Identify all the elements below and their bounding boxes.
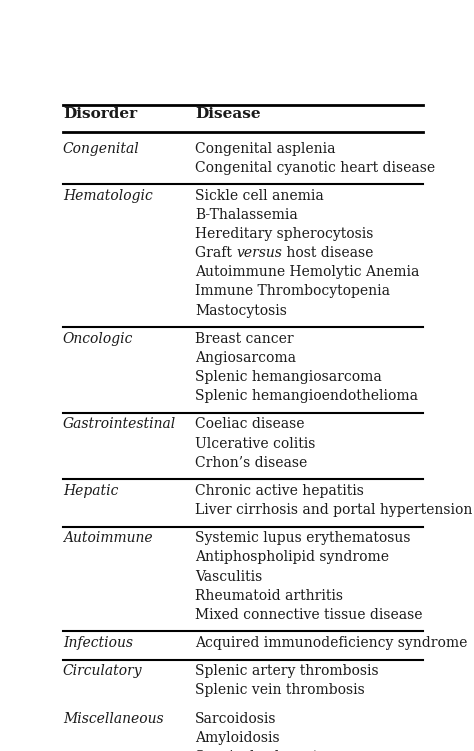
- Text: Amyloidosis: Amyloidosis: [195, 731, 280, 745]
- Text: Angiosarcoma: Angiosarcoma: [195, 351, 296, 365]
- Text: Infectious: Infectious: [63, 636, 133, 650]
- Text: Splenic hemangiosarcoma: Splenic hemangiosarcoma: [195, 370, 382, 384]
- Text: Chronic active hepatitis: Chronic active hepatitis: [195, 484, 364, 498]
- Text: Circulatory: Circulatory: [63, 665, 143, 678]
- Text: B-Thalassemia: B-Thalassemia: [195, 208, 298, 222]
- Text: Mixed connective tissue disease: Mixed connective tissue disease: [195, 608, 423, 622]
- Text: Congenital asplenia: Congenital asplenia: [195, 142, 336, 155]
- Text: Breast cancer: Breast cancer: [195, 332, 294, 346]
- Text: Oncologic: Oncologic: [63, 332, 133, 346]
- Text: Surgical splenectomy: Surgical splenectomy: [195, 750, 348, 751]
- Text: Disorder: Disorder: [63, 107, 137, 122]
- Text: Coeliac disease: Coeliac disease: [195, 418, 305, 431]
- Text: Splenic vein thrombosis: Splenic vein thrombosis: [195, 683, 365, 698]
- Text: Hereditary spherocytosis: Hereditary spherocytosis: [195, 227, 374, 241]
- Text: Congenital cyanotic heart disease: Congenital cyanotic heart disease: [195, 161, 435, 175]
- Text: versus: versus: [0, 750, 1, 751]
- Text: Splenic artery thrombosis: Splenic artery thrombosis: [195, 665, 379, 678]
- Text: Ulcerative colitis: Ulcerative colitis: [195, 436, 316, 451]
- Text: Systemic lupus erythematosus: Systemic lupus erythematosus: [195, 532, 410, 545]
- Text: Hepatic: Hepatic: [63, 484, 118, 498]
- Text: Vasculitis: Vasculitis: [195, 569, 263, 584]
- Text: Autoimmune Hemolytic Anemia: Autoimmune Hemolytic Anemia: [195, 265, 419, 279]
- Text: Rheumatoid arthritis: Rheumatoid arthritis: [195, 589, 343, 602]
- Text: Congenital: Congenital: [63, 142, 140, 155]
- Text: Graft: Graft: [195, 246, 237, 261]
- Text: Mastocytosis: Mastocytosis: [195, 303, 287, 318]
- Text: Immune Thrombocytopenia: Immune Thrombocytopenia: [195, 285, 390, 298]
- Text: Antiphospholipid syndrome: Antiphospholipid syndrome: [195, 550, 389, 565]
- Text: Splenic hemangioendothelioma: Splenic hemangioendothelioma: [195, 389, 418, 403]
- Text: Liver cirrhosis and portal hypertension: Liver cirrhosis and portal hypertension: [195, 503, 473, 517]
- Text: Sarcoidosis: Sarcoidosis: [195, 712, 277, 725]
- Text: Autoimmune: Autoimmune: [63, 532, 153, 545]
- Text: Hematologic: Hematologic: [63, 189, 153, 203]
- Text: Crhon’s disease: Crhon’s disease: [195, 456, 308, 469]
- Text: versus: versus: [237, 246, 283, 261]
- Text: Acquired immunodeficiency syndrome: Acquired immunodeficiency syndrome: [195, 636, 467, 650]
- Text: host disease: host disease: [283, 246, 374, 261]
- Text: Miscellaneous: Miscellaneous: [63, 712, 164, 725]
- Text: Disease: Disease: [195, 107, 261, 122]
- Text: Gastrointestinal: Gastrointestinal: [63, 418, 176, 431]
- Text: Sickle cell anemia: Sickle cell anemia: [195, 189, 324, 203]
